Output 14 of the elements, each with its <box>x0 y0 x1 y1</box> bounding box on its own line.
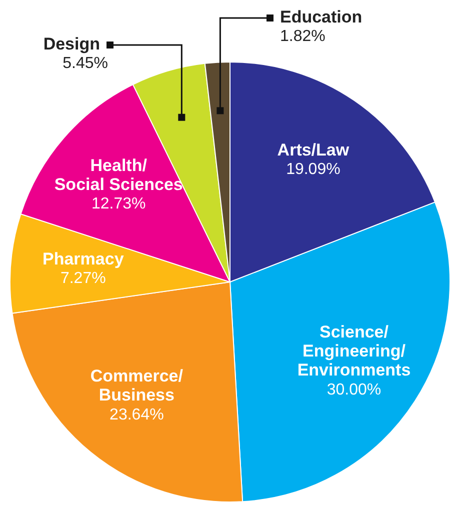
slice-label: Health/Social Sciences <box>54 156 183 194</box>
slice-label: Education <box>280 7 362 26</box>
slice-label: Arts/Law <box>277 140 350 160</box>
data-label: 7.27% <box>60 270 106 288</box>
data-label: 19.09% <box>286 161 340 178</box>
slice-label: Commerce/Business <box>90 366 184 405</box>
data-label: 23.64% <box>110 406 164 424</box>
slice-label: Design <box>43 34 100 54</box>
slice-label: Science/Engineering/Environments <box>297 322 411 380</box>
slice-label: Pharmacy <box>42 249 124 268</box>
data-label: 5.45% <box>62 55 108 72</box>
data-label: 30.00% <box>326 381 382 398</box>
data-label: 1.82% <box>280 28 326 46</box>
data-label: 12.73% <box>91 196 146 213</box>
